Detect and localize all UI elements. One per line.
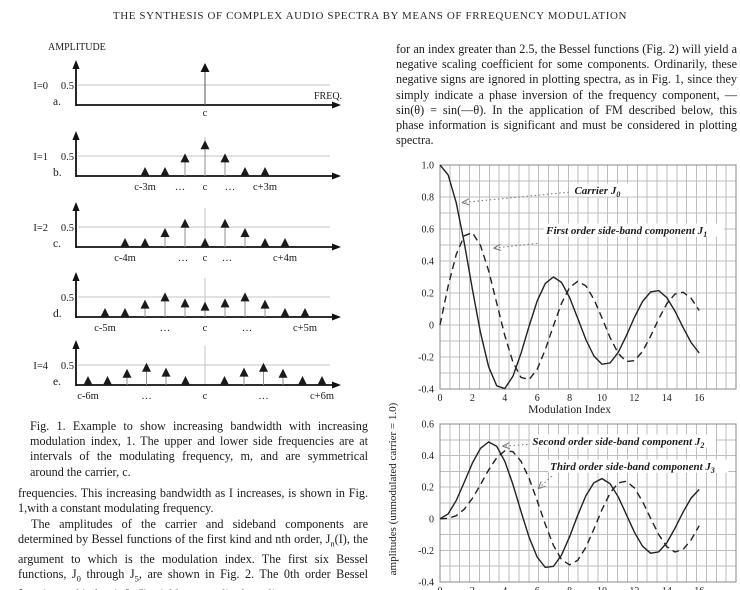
fig1-x-label: c [203,253,208,264]
fig1-x-label: c+6m [310,391,334,402]
annotation: Third order side-band component J3 [537,459,729,490]
fig1-x-label: … [175,182,186,193]
annotation-text: First order side-band component J1 [545,225,707,239]
fig1-panel-c: I=2 0.5c. c-4m … c … c+4m [33,202,341,264]
fig1-panel-a: I=0 0.5a. c FREQ. [33,60,342,119]
y-tick-label: 0 [429,514,434,525]
fig1-x-label: … [178,253,189,264]
fig1-panel-b: I=1 0.5 b. c-3m … c … c+3m [33,131,341,193]
x-tick-label: 12 [629,586,639,590]
annotation: Second order side-band component J2 [502,434,716,450]
y-tick-label: 1.0 [422,161,435,172]
y-tick-label: 0.8 [422,193,435,204]
fig1-x-label: … [258,391,269,402]
y-tick-label: 0.2 [422,483,435,494]
left-column-paragraph-2: The amplitudes of the carrier and sideba… [18,517,369,590]
y-tick-label: 0.6 [422,225,435,236]
fig1-amplitude-label: AMPLITUDE [48,42,106,53]
series-solid [439,441,700,569]
x-tick-label: 10 [597,586,607,590]
fig1-x-label: c [203,108,208,119]
annotation-text: Second order side-band component J2 [532,436,704,450]
annotation: First order side-band component J1 [493,223,725,251]
y-tick-label: -0.4 [418,578,434,589]
y-tick-label: 0.2 [422,289,435,300]
x-tick-label: 0 [438,393,443,404]
x-tick-label: 8 [567,393,572,404]
fig1-scale-label: 0.5 [61,361,74,372]
x-tick-label: 6 [535,586,540,590]
right-column-paragraph-1: for an index greater than 2.5, the Besse… [396,42,737,148]
y-tick-label: -0.4 [418,385,434,396]
fig1-panel-d: 0.5 d. c-5m … c … c+5m [53,272,341,334]
series-dashed [439,450,700,566]
fig1-x-label: … [222,253,233,264]
y-tick-label: 0.6 [422,420,435,431]
x-axis-title: Modulation Index [528,404,611,416]
fig1-x-label: … [141,391,152,402]
fig1-panel-letter: e. [53,376,61,388]
y-tick-label: 0 [429,321,434,332]
fig1-x-label: c+5m [293,323,317,334]
fig1-scale-label: 0.5 [61,293,74,304]
bessel-chart-2: 0.6 0.4 0.2 0 -0.2 -0.4 0 2 4 6 8 10 12 14 16 Second or… [418,420,737,590]
fig1-panel-letter: b. [53,167,62,179]
fig1-x-label: … [160,323,171,334]
fig1-panel-letter: d. [53,308,62,320]
fig1-index-label: I=1 [33,152,48,163]
fig1-freq-label: FREQ. [314,91,342,102]
fig1-x-label: c+4m [273,253,297,264]
annotation-text: Third order side-band component J3 [550,461,715,475]
y-tick-label: 0.4 [422,451,435,462]
fig1-scale-label: 0.5 [61,223,74,234]
series-solid [439,164,700,390]
x-tick-label: 6 [535,393,540,404]
fig1-x-label: … [242,323,253,334]
x-tick-label: 0 [438,586,443,590]
bessel-chart-1: 1.0 0.8 0.6 0.4 0.2 0 -0.2 -0.4 0 2 4 6 8 10 12 14 16 Mod… [418,161,737,416]
x-tick-label: 14 [662,393,672,404]
fig1-panel-e: I=4 0.5e. c-6m … c … c+6m [33,340,341,402]
fig1-panel-letter: c. [53,238,61,250]
fig1-caption: Fig. 1. Example to show increasing bandw… [30,419,368,479]
fig1-x-label: c+3m [253,182,277,193]
fig1-x-label: c [203,323,208,334]
series-dashed [439,231,700,381]
fig1-x-label: c [203,182,208,193]
x-tick-label: 14 [662,586,672,590]
y-tick-label: -0.2 [418,353,434,364]
fig1-index-label: I=0 [33,81,48,92]
x-tick-label: 12 [629,393,639,404]
fig1-x-label: … [225,182,236,193]
x-tick-label: 16 [694,393,704,404]
paper-title: THE SYNTHESIS OF COMPLEX AUDIO SPECTRA B… [112,10,628,22]
fig1-x-label: c-6m [77,391,99,402]
fig1-x-label: c [203,391,208,402]
fig1-scale-label: 0.5 [61,152,74,163]
fig1-index-label: I=2 [33,223,48,234]
x-tick-label: 4 [502,586,507,590]
x-tick-label: 16 [694,586,704,590]
x-tick-label: 2 [470,393,475,404]
x-tick-label: 2 [470,586,475,590]
fig1-x-label: c-3m [134,182,156,193]
x-tick-label: 8 [567,586,572,590]
fig1-scale-label: 0.5 [61,81,74,92]
fig1-panel-letter: a. [53,96,61,108]
x-tick-label: 10 [597,393,607,404]
fig2-y-axis-title: amplitudes (unmodulated carrier = 1.0) [387,402,399,575]
annotation-text: Carrier J0 [574,185,620,199]
fig1-x-label: c-4m [114,253,136,264]
y-tick-label: 0.4 [422,257,435,268]
annotation: Carrier J0 [461,183,629,206]
fig1-index-label: I=4 [33,361,48,372]
x-tick-label: 4 [502,393,507,404]
y-tick-label: -0.2 [418,546,434,557]
left-column-paragraph-1: frequencies. This increasing bandwidth a… [18,486,368,516]
fig1-x-label: c-5m [94,323,116,334]
